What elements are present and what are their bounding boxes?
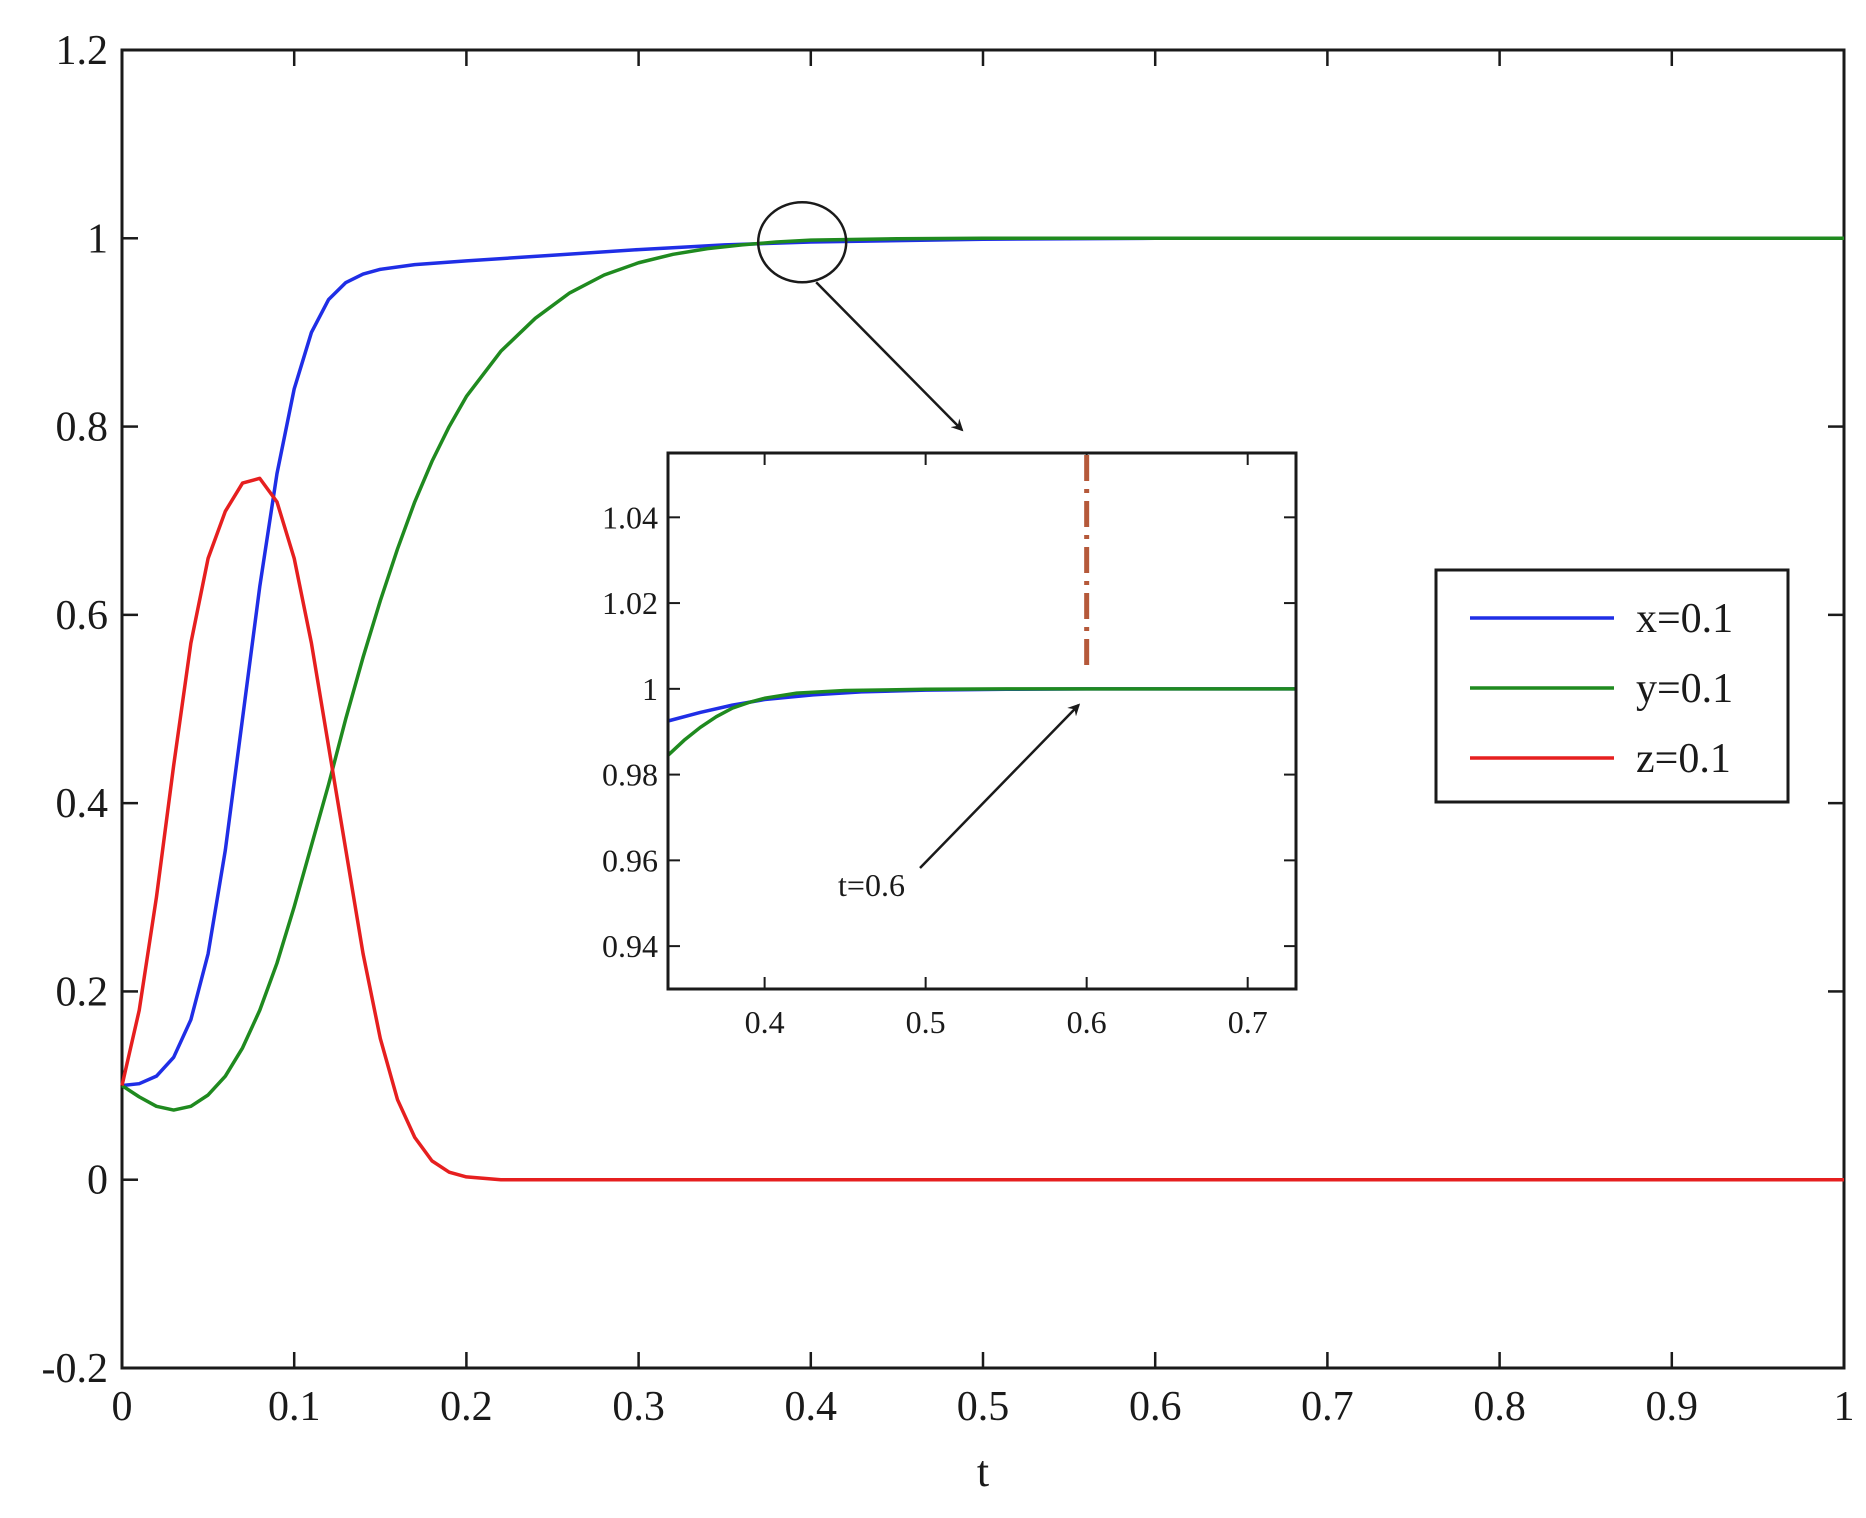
x-axis-title: t [977,1447,989,1496]
legend: x=0.1 y=0.1 z=0.1 [1434,568,1790,804]
inset-y-tick-label: 0.96 [602,842,658,878]
inset-y-tick-label: 1.02 [602,585,658,621]
annotation-arrow [919,703,1081,869]
y-tick-label: 1 [87,216,108,262]
main-axis-ticks [120,48,1846,1370]
inset-plot-frame [666,451,1298,991]
y-tick-label: 0.6 [56,593,109,639]
inset-series-lines [666,687,1296,757]
main-series-lines [120,236,1844,1182]
legend-label-y: y=0.1 [1636,666,1733,712]
legend-label-z: z=0.1 [1636,736,1731,782]
y-tick-label: 0 [87,1158,108,1204]
inset-y-tick-label: 1 [642,671,658,707]
zoom-ellipse [756,201,848,284]
x-tick-label: 0.6 [1129,1384,1182,1430]
inset-series-line-y [666,687,1296,757]
x-tick-label: 0.1 [268,1384,321,1430]
main-tick-labels: 0 0.1 0.2 0.3 0.4 0.5 0.6 0.7 0.8 0.9 1-0.200.20.4… [42,28,1855,1430]
x-tick-label: 1 [1834,1384,1855,1430]
inset-x-tick-label: 0.6 [1067,1004,1107,1040]
x-tick-label: 0.7 [1301,1384,1354,1430]
x-tick-label: 0.5 [957,1384,1010,1430]
y-tick-label: 1.2 [56,28,109,74]
inset-y-tick-label: 1.04 [602,499,658,535]
inset-tick-labels: 0.4 0.5 0.6 0.7 0.94 0.96 0.98 1 1.02 1.04 [602,499,1268,1040]
annotation-label: t=0.6 [838,867,905,903]
inset-y-tick-label: 0.94 [602,928,658,964]
series-line-y [121,236,1844,1112]
legend-label-x: x=0.1 [1636,596,1733,642]
x-tick-label: 0.2 [440,1384,493,1430]
y-tick-label: 0.8 [56,405,109,451]
x-tick-label: 0.9 [1646,1384,1699,1430]
inset-background [668,453,1296,989]
inset-x-tick-label: 0.4 [745,1004,785,1040]
y-tick-label: 0.4 [56,781,109,827]
x-tick-label: 0.4 [785,1384,838,1430]
x-tick-label: 0 [112,1384,133,1430]
zoom-arrow [815,281,964,432]
inset-x-tick-label: 0.5 [906,1004,946,1040]
y-tick-label: -0.2 [42,1346,109,1392]
x-tick-label: 0.3 [612,1384,665,1430]
inset-y-tick-label: 0.98 [602,757,658,793]
x-tick-label: 0.8 [1473,1384,1526,1430]
y-tick-label: 0.2 [56,969,109,1015]
series-line-z [120,476,1844,1182]
legend-box [1434,568,1790,804]
inset-x-tick-label: 0.7 [1228,1004,1268,1040]
